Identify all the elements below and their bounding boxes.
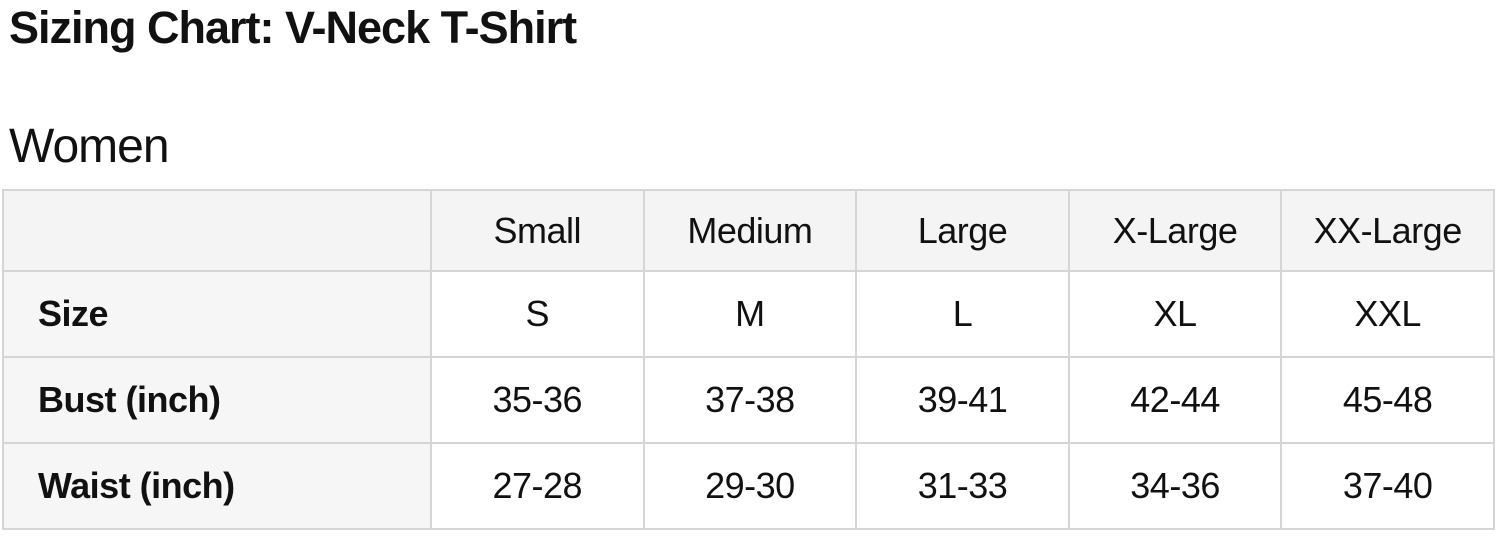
waist-cell-x-large: 34-36	[1067, 442, 1283, 530]
row-label-bust: Bust (inch)	[2, 356, 432, 444]
column-header-small: Small	[430, 189, 645, 272]
column-header-large: Large	[855, 189, 1070, 272]
table-row-size: Size S M L XL XXL	[2, 270, 1495, 358]
size-cell-small: S	[430, 270, 645, 358]
column-header-x-large: X-Large	[1067, 189, 1283, 272]
bust-cell-xx-large: 45-48	[1280, 356, 1495, 444]
row-label-size: Size	[2, 270, 432, 358]
table-row-bust: Bust (inch) 35-36 37-38 39-41 42-44 45-4…	[2, 356, 1495, 444]
bust-cell-medium: 37-38	[642, 356, 858, 444]
size-cell-medium: M	[642, 270, 858, 358]
section-title: Women	[9, 120, 170, 173]
sizing-table: Small Medium Large X-Large XX-Large Size…	[2, 189, 1495, 530]
size-cell-x-large: XL	[1067, 270, 1283, 358]
page-title: Sizing Chart: V-Neck T-Shirt	[9, 2, 577, 53]
bust-cell-small: 35-36	[430, 356, 645, 444]
column-header-medium: Medium	[642, 189, 858, 272]
waist-cell-xx-large: 37-40	[1280, 442, 1495, 530]
bust-cell-x-large: 42-44	[1067, 356, 1283, 444]
waist-cell-medium: 29-30	[642, 442, 858, 530]
table-header-row: Small Medium Large X-Large XX-Large	[2, 189, 1495, 272]
bust-cell-large: 39-41	[855, 356, 1070, 444]
column-header-xx-large: XX-Large	[1280, 189, 1495, 272]
size-cell-large: L	[855, 270, 1070, 358]
corner-cell	[2, 189, 432, 272]
waist-cell-large: 31-33	[855, 442, 1070, 530]
row-label-waist: Waist (inch)	[2, 442, 432, 530]
table-row-waist: Waist (inch) 27-28 29-30 31-33 34-36 37-…	[2, 442, 1495, 530]
waist-cell-small: 27-28	[430, 442, 645, 530]
size-cell-xx-large: XXL	[1280, 270, 1495, 358]
